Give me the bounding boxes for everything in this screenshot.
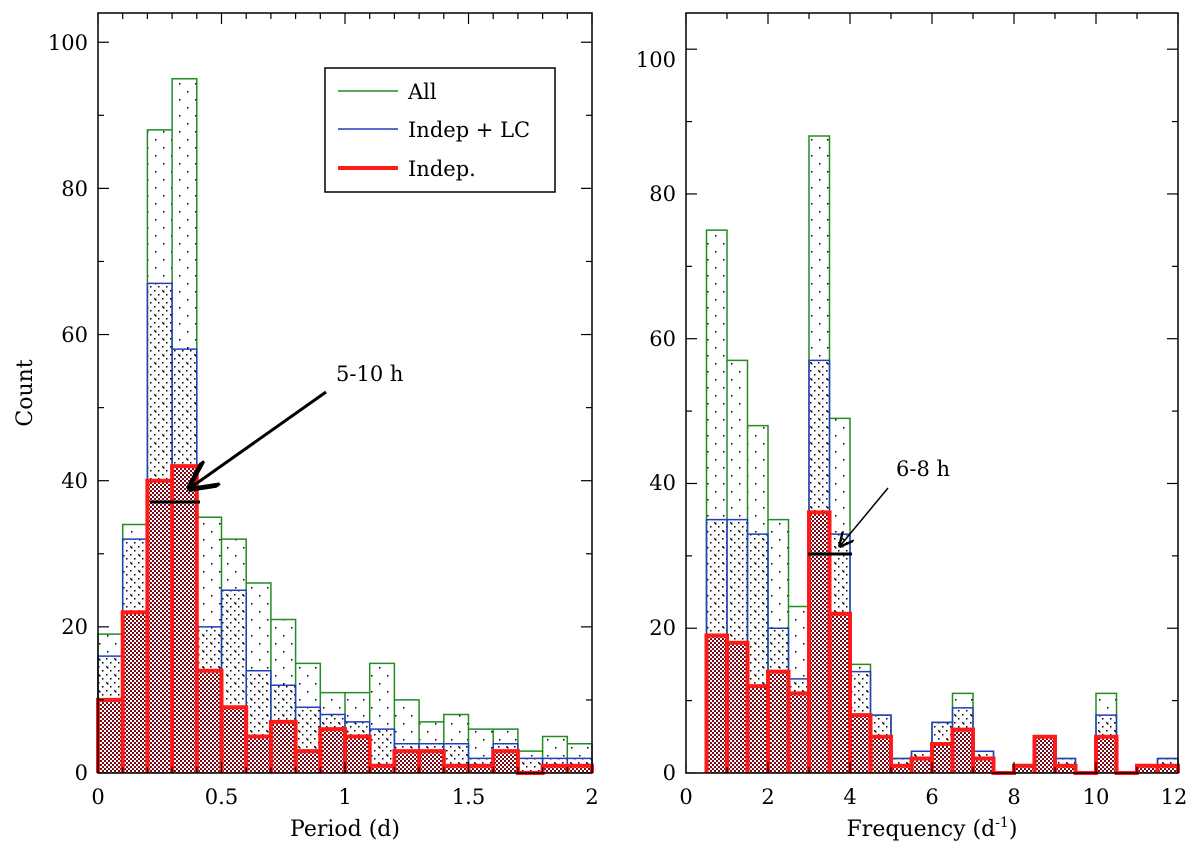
legend: All Indep + LC Indep. <box>324 67 556 193</box>
left-bar-indep <box>98 699 123 773</box>
right-bar-indep <box>829 613 850 773</box>
left-outline-indep <box>96 464 594 775</box>
left-x-axis-title: Period (d) <box>290 817 400 842</box>
right-xtick-label: 8 <box>1007 785 1020 809</box>
left-bar-indep <box>246 736 271 773</box>
left-bar-indep <box>542 765 568 773</box>
left-outline-indep-lc <box>97 282 593 773</box>
left-bar-indep <box>295 751 321 773</box>
left-annotation-text: 5-10 h <box>336 362 403 386</box>
right-bar-indep <box>973 758 994 773</box>
right-x-axis-title: Frequency (d-1) <box>847 815 1018 842</box>
left-bar-indep <box>567 765 592 773</box>
right-ytick-label: 40 <box>649 471 676 495</box>
right-bar-indep <box>809 512 830 773</box>
left-arrow <box>190 390 327 488</box>
left-xtick-label: 0 <box>91 785 104 809</box>
left-ytick-label: 40 <box>61 469 88 493</box>
right-arrow <box>840 487 889 546</box>
right-annotation: 6-8 h <box>808 457 950 556</box>
left-series-indep <box>96 464 594 775</box>
left-bar-indep-lc <box>517 758 543 773</box>
right-bar-indep <box>788 693 809 773</box>
right-bar-indep <box>1034 736 1055 773</box>
left-bar-indep <box>468 765 494 773</box>
right-xtick-label: 6 <box>925 785 938 809</box>
left-bar-indep <box>221 707 247 773</box>
left-ytick-label: 0 <box>75 761 88 785</box>
right-bar-indep <box>706 635 727 773</box>
right-x-axis-title-suffix: ) <box>1009 817 1018 842</box>
right-x-axis-title-sup: -1 <box>995 815 1009 831</box>
left-bar-indep <box>270 721 296 773</box>
right-xtick-label: 2 <box>761 785 774 809</box>
right-ytick-label: 20 <box>649 616 676 640</box>
left-bar-indep <box>345 736 370 773</box>
right-bar-indep <box>768 671 789 773</box>
right-x-axis-title-main: Frequency (d <box>847 817 996 842</box>
right-bar-indep <box>870 736 891 773</box>
right-bar-indep <box>850 715 871 773</box>
right-bar-indep <box>1014 765 1035 773</box>
right-series-indep <box>704 510 1180 775</box>
right-ytick-label: 60 <box>649 327 676 351</box>
right-bar-indep <box>1096 736 1117 773</box>
left-ytick-label: 100 <box>48 31 88 55</box>
right-ytick-label: 80 <box>649 182 676 206</box>
legend-label-indep-lc: Indep + LC <box>408 118 530 142</box>
right-bar-indep <box>952 729 973 773</box>
left-bar-indep <box>122 612 148 773</box>
left-ytick-label: 80 <box>61 177 88 201</box>
right-outline-indep-lc <box>705 359 1179 774</box>
right-bar-indep <box>891 765 912 773</box>
left-xtick-label: 1.5 <box>452 785 485 809</box>
right-xtick-label: 10 <box>1083 785 1110 809</box>
right-ticks <box>685 13 1179 774</box>
left-xtick-label: 0.5 <box>205 785 238 809</box>
left-bar-indep <box>369 765 395 773</box>
left-bar-indep <box>419 751 444 773</box>
left-bar-indep <box>320 729 345 773</box>
right-ytick-label: 100 <box>636 48 676 72</box>
left-bar-indep <box>147 480 173 773</box>
legend-label-all: All <box>407 80 437 104</box>
left-ticks <box>97 13 593 774</box>
legend-label-indep: Indep. <box>408 157 476 181</box>
right-bar-indep <box>1055 765 1076 773</box>
right-xtick-label: 0 <box>679 785 692 809</box>
left-ytick-label: 60 <box>61 323 88 347</box>
left-annotation: 5-10 h <box>150 362 403 504</box>
right-xtick-label: 12 <box>1161 785 1188 809</box>
left-bar-indep <box>172 466 197 773</box>
right-bar-indep <box>747 686 768 773</box>
right-bar-indep <box>1157 765 1178 773</box>
left-y-axis-title: Count <box>13 359 38 426</box>
right-panel: 0 2 4 6 8 10 12 0 20 40 60 80 100 Freque… <box>636 12 1188 842</box>
left-outline-all <box>97 78 593 773</box>
right-bars <box>704 135 1180 775</box>
right-bar-indep <box>1137 765 1158 773</box>
legend-box <box>324 67 556 193</box>
left-bar-indep <box>443 765 469 773</box>
left-bar-indep <box>196 670 222 773</box>
right-annotation-text: 6-8 h <box>896 457 950 481</box>
right-bar-indep <box>911 758 932 773</box>
left-xtick-label: 2 <box>585 785 598 809</box>
right-xtick-label: 4 <box>843 785 856 809</box>
left-bar-indep <box>493 751 518 773</box>
left-ytick-label: 20 <box>61 615 88 639</box>
left-panel: 0 0.5 1 1.5 2 0 20 40 60 80 100 Period (… <box>13 12 599 842</box>
right-ytick-label: 0 <box>663 761 676 785</box>
right-bar-indep <box>727 642 748 773</box>
left-xtick-label: 1 <box>338 785 351 809</box>
right-bar-indep <box>932 744 953 773</box>
left-bar-indep <box>394 751 420 773</box>
right-outline-indep <box>704 510 1180 775</box>
left-bars <box>96 78 594 775</box>
